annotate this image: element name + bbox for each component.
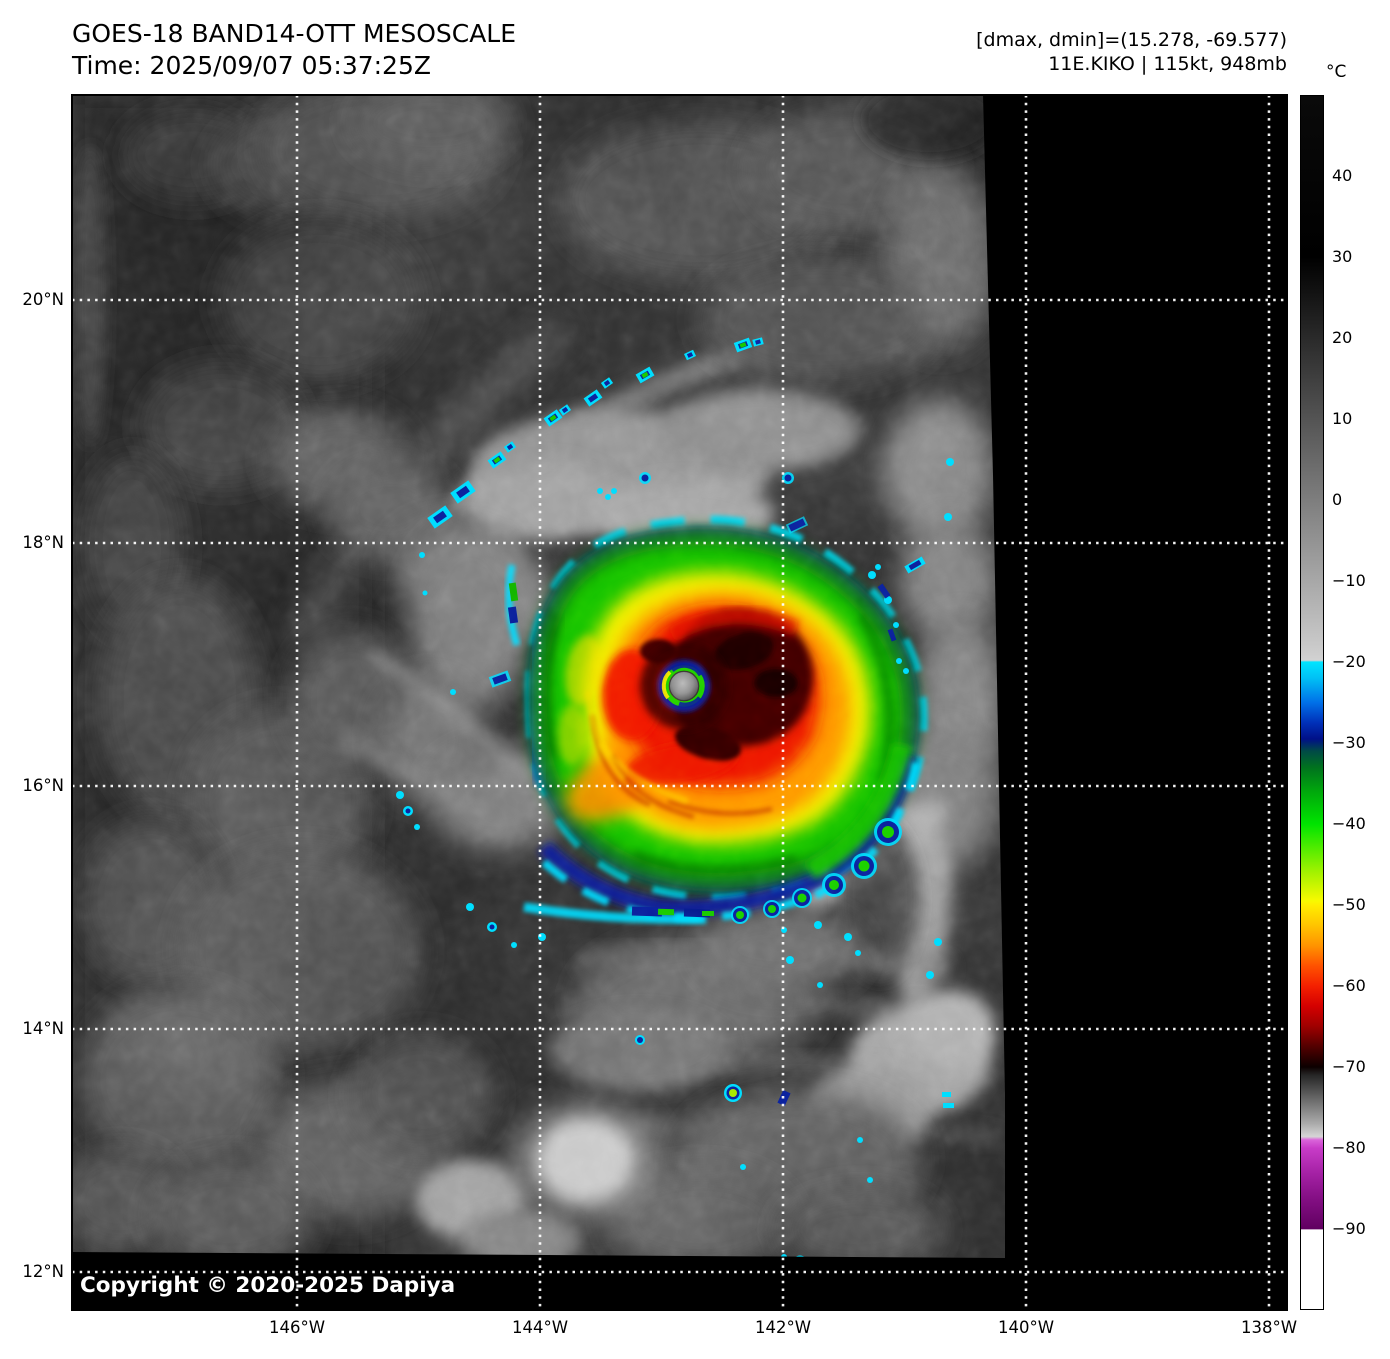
cbar-tick-m60: −60 — [1332, 976, 1366, 995]
map-frame — [72, 95, 1287, 1310]
cbar-tick-40: 40 — [1332, 166, 1353, 185]
lon-tick-138w: 138°W — [1240, 1318, 1298, 1337]
cbar-tick-30: 30 — [1332, 247, 1353, 266]
cbar-tick-m80: −80 — [1332, 1138, 1366, 1157]
lon-tick-146w: 146°W — [268, 1318, 326, 1337]
cbar-tick-m30: −30 — [1332, 733, 1366, 752]
cbar-tick-m50: −50 — [1332, 895, 1366, 914]
colorbar-frame — [1300, 95, 1324, 1310]
colorbar — [1300, 95, 1324, 1310]
colorbar-unit-label: °C — [1326, 62, 1347, 82]
lat-tick-16n: 16°N — [22, 776, 64, 795]
storm-readout: 11E.KIKO | 115kt, 948mb — [1048, 53, 1287, 75]
cbar-tick-m20: −20 — [1332, 652, 1366, 671]
gridlines — [72, 95, 1287, 1310]
range-readout: [dmax, dmin]=(15.278, -69.577) — [976, 29, 1287, 51]
lat-tick-12n: 12°N — [22, 1262, 64, 1281]
lon-tick-142w: 142°W — [754, 1318, 812, 1337]
lon-tick-144w: 144°W — [511, 1318, 569, 1337]
cbar-tick-m10: −10 — [1332, 571, 1366, 590]
readout-block: [dmax, dmin]=(15.278, -69.577) 11E.KIKO … — [976, 28, 1287, 76]
cbar-tick-m40: −40 — [1332, 814, 1366, 833]
lon-tick-140w: 140°W — [997, 1318, 1055, 1337]
cbar-tick-0: 0 — [1332, 490, 1343, 509]
copyright-notice: Copyright © 2020-2025 Dapiya — [80, 1273, 456, 1298]
lat-tick-20n: 20°N — [22, 290, 64, 309]
lat-tick-18n: 18°N — [22, 533, 64, 552]
page-title: GOES-18 BAND14-OTT MESOSCALE — [72, 19, 517, 48]
cbar-tick-10: 10 — [1332, 409, 1353, 428]
timestamp: Time: 2025/09/07 05:37:25Z — [72, 51, 431, 80]
data-region — [72, 95, 1005, 1258]
cbar-tick-m90: −90 — [1332, 1219, 1366, 1238]
colorbar-gradient — [1300, 95, 1324, 1310]
satellite-map: Copyright © 2020-2025 Dapiya — [71, 94, 1288, 1311]
cbar-tick-20: 20 — [1332, 328, 1353, 347]
cbar-tick-m70: −70 — [1332, 1057, 1366, 1076]
satellite-scene — [72, 95, 1287, 1310]
lat-tick-14n: 14°N — [22, 1019, 64, 1038]
